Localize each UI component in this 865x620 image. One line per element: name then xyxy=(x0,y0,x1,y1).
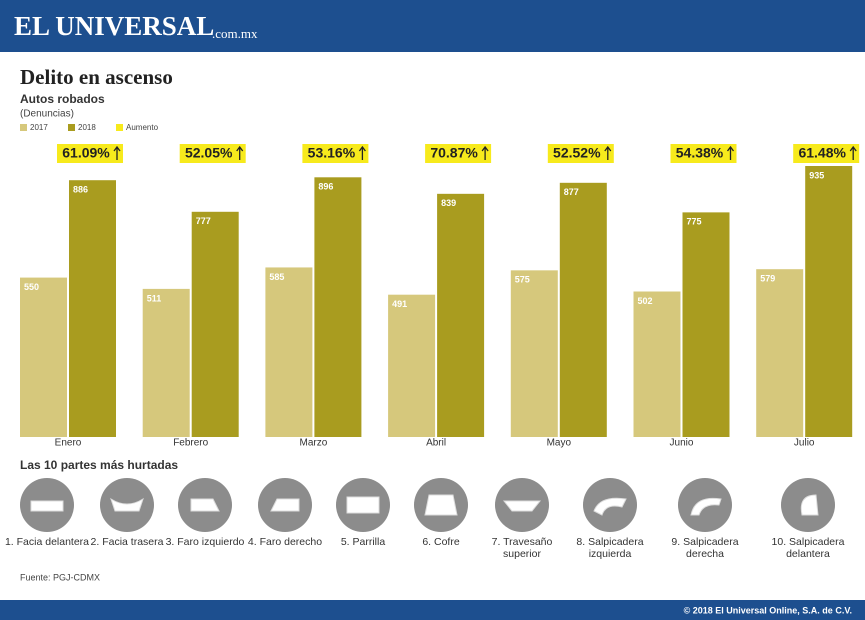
value-label: 777 xyxy=(196,216,211,226)
value-label: 491 xyxy=(392,299,407,309)
part-label: 1. Facia delantera xyxy=(4,536,90,548)
value-label: 575 xyxy=(515,275,530,285)
increase-label: 61.48% xyxy=(798,145,846,161)
increase-arrow xyxy=(481,145,489,160)
x-tick-label: Julio xyxy=(794,438,815,449)
x-tick-label: Junio xyxy=(670,438,694,449)
value-label: 896 xyxy=(318,182,333,192)
increase-arrow xyxy=(726,145,735,160)
increase-label: 53.16% xyxy=(308,145,356,161)
bar xyxy=(510,270,558,437)
header-bar xyxy=(0,0,865,52)
value-label: 877 xyxy=(564,187,579,197)
value-label: 775 xyxy=(687,217,702,227)
bar xyxy=(265,267,313,437)
increase-box xyxy=(547,144,614,163)
bar xyxy=(682,212,730,437)
part-shape xyxy=(190,498,220,512)
x-tick-label: Mayo xyxy=(547,438,572,449)
increase-arrow xyxy=(604,145,612,160)
part-shape xyxy=(346,496,380,514)
value-label: 502 xyxy=(638,296,653,306)
value-label: 511 xyxy=(147,293,162,303)
bar xyxy=(191,211,239,437)
legend-swatch xyxy=(116,124,123,131)
value-label: 550 xyxy=(24,282,39,292)
part-shape xyxy=(270,498,300,512)
part-label: 5. Parrilla xyxy=(340,536,386,548)
legend-swatch xyxy=(20,124,27,131)
bar xyxy=(633,291,681,437)
bar xyxy=(314,177,362,437)
legend-label: 2018 xyxy=(78,123,96,132)
bar xyxy=(69,180,116,437)
part-label: 3. Faro izquierdo xyxy=(165,536,245,548)
legend-label: 2017 xyxy=(30,123,48,132)
increase-label: 61.09% xyxy=(62,145,110,161)
part-shape xyxy=(424,494,458,516)
increase-arrow xyxy=(113,145,121,160)
increase-label: 70.87% xyxy=(430,145,478,161)
increase-box xyxy=(179,144,246,163)
bar xyxy=(142,288,190,437)
increase-arrow xyxy=(358,145,366,160)
part-label: 9. Salpicadera derecha xyxy=(671,536,739,560)
bar xyxy=(756,269,804,437)
part-shape xyxy=(593,497,627,516)
increase-arrow xyxy=(236,145,244,160)
increase-box xyxy=(57,144,123,163)
part-shape xyxy=(30,500,64,512)
x-tick-label: Enero xyxy=(55,438,82,449)
legend-label: Aumento xyxy=(126,123,159,132)
value-label: 886 xyxy=(73,185,88,195)
increase-arrow xyxy=(849,145,857,160)
increase-box xyxy=(670,144,737,163)
part-shape xyxy=(800,494,819,516)
increase-label: 54.38% xyxy=(676,145,724,161)
value-label: 839 xyxy=(441,198,456,208)
bar xyxy=(559,182,607,437)
bar xyxy=(805,166,853,437)
source: Fuente: PGJ-CDMX xyxy=(20,572,100,582)
increase-label: 52.52% xyxy=(553,145,601,161)
parts-title: Las 10 partes más hurtadas xyxy=(20,458,178,472)
part-shape xyxy=(502,500,542,512)
brand-domain: .com.mx xyxy=(212,26,258,41)
legend-swatch xyxy=(68,124,75,131)
increase-label: 52.05% xyxy=(185,145,233,161)
part-shape xyxy=(690,497,722,516)
value-label: 579 xyxy=(760,274,775,284)
bar xyxy=(388,294,436,437)
value-label: 585 xyxy=(269,272,284,282)
increase-box xyxy=(302,144,369,163)
brand: EL UNIVERSAL xyxy=(14,11,214,41)
x-tick-label: Marzo xyxy=(300,438,328,449)
part-label: 8. Salpicadera izquierda xyxy=(576,536,644,560)
bar xyxy=(437,193,485,437)
x-tick-label: Abril xyxy=(426,438,446,449)
chart-subtitle: Autos robados xyxy=(20,92,105,106)
chart-title: Delito en ascenso xyxy=(20,65,173,89)
part-shape xyxy=(110,497,144,512)
footer-bar xyxy=(0,600,865,620)
unit-label: (Denuncias) xyxy=(20,109,74,120)
increase-box xyxy=(425,144,492,163)
footer: © 2018 El Universal Online, S.A. de C.V. xyxy=(684,605,852,615)
part-label: 10. Salpicadera delantera xyxy=(771,536,845,560)
increase-box xyxy=(793,144,860,163)
x-tick-label: Febrero xyxy=(173,438,208,449)
part-label: 4. Faro derecho xyxy=(247,536,323,548)
value-label: 935 xyxy=(809,170,824,180)
part-label: 2. Facia trasera xyxy=(90,536,164,548)
part-label: 7. Travesaño superior xyxy=(491,536,553,560)
bar xyxy=(20,277,67,437)
part-label: 6. Cofre xyxy=(422,536,460,548)
